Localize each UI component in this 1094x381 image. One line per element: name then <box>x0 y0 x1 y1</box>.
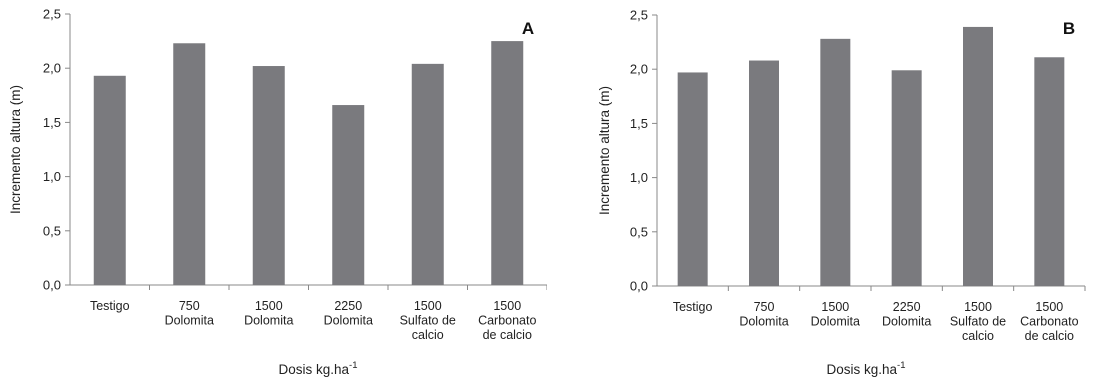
x-axis-title-superscript: -1 <box>349 360 357 371</box>
bar <box>411 63 444 285</box>
y-axis-title: Incremento altura (m) <box>597 86 612 215</box>
category-label: 750 Dolomita <box>165 299 214 328</box>
bar <box>491 41 524 285</box>
category-label: 750 Dolomita <box>739 300 788 329</box>
bar <box>891 70 922 286</box>
category-label-line: 1500 <box>1035 300 1063 314</box>
y-axis-title: Incremento altura (m) <box>8 85 23 214</box>
category-label-line: Testigo <box>90 299 130 313</box>
y-tick-label: 1,5 <box>630 116 648 131</box>
category-label: 2250 Dolomita <box>324 299 373 328</box>
y-tick-label: 0,0 <box>630 279 648 294</box>
category-label-line: calcio <box>962 329 994 343</box>
chart-panel-b: 0,0 0,5 1,0 1,5 2,0 2,5 Testigo 750 Dolomita 1500… <box>547 0 1094 381</box>
category-label: 1500 Dolomita <box>244 299 293 328</box>
y-tick-label: 0,0 <box>43 278 61 293</box>
category-label-line: calcio <box>412 328 444 342</box>
category-label: 1500 Carbonato de calcio <box>478 299 536 342</box>
bar <box>677 72 708 287</box>
y-tick-label: 0,5 <box>43 223 61 238</box>
category-label-line: 2250 <box>893 300 921 314</box>
category-label-line: 1500 <box>414 299 442 313</box>
category-label-line: Dolomita <box>811 315 860 329</box>
category-label: 1500 Sulfato de calcio <box>950 300 1006 343</box>
category-label-line: Dolomita <box>739 315 788 329</box>
y-tick-label: 1,0 <box>43 169 61 184</box>
category-label-line: Dolomita <box>244 314 293 328</box>
y-tick-label: 0,5 <box>630 224 648 239</box>
category-label-line: Carbonato <box>1020 315 1078 329</box>
category-label-line: Dolomita <box>324 314 373 328</box>
category-label-line: 1500 <box>964 300 992 314</box>
category-label-line: 1500 <box>493 299 521 313</box>
category-label: 1500 Carbonato de calcio <box>1020 300 1078 343</box>
category-label: 1500 Sulfato de calcio <box>400 299 456 342</box>
chart-panel-a: 0,0 0,5 1,0 1,5 2,0 2,5 Testigo 750 Dolomita 1500… <box>8 7 547 377</box>
category-label-line: Sulfato de <box>950 315 1006 329</box>
category-label-line: 2250 <box>334 299 362 313</box>
bar <box>93 75 126 286</box>
bar <box>963 26 993 286</box>
category-label-line: Dolomita <box>882 315 931 329</box>
x-axis-title-main: Dosis kg.ha <box>827 362 898 377</box>
panel-label: A <box>522 19 534 38</box>
x-axis-title-superscript: -1 <box>897 360 905 371</box>
bar <box>749 60 779 286</box>
bar <box>332 105 365 285</box>
y-tick-label: 2,0 <box>43 61 61 76</box>
x-axis-title: Dosis kg.ha-1 <box>279 360 358 377</box>
x-axis-title: Dosis kg.ha-1 <box>827 360 906 377</box>
category-label: 1500 Dolomita <box>811 300 860 329</box>
y-tick-label: 1,0 <box>630 170 648 185</box>
category-label-line: 1500 <box>255 299 283 313</box>
y-tick-label: 1,5 <box>43 115 61 130</box>
category-label-line: 750 <box>754 300 775 314</box>
category-label-line: de calcio <box>483 328 532 342</box>
category-label-line: Testigo <box>673 300 713 314</box>
category-label: Testigo <box>673 300 713 314</box>
category-label: Testigo <box>90 299 130 313</box>
y-tick-label: 2,5 <box>630 8 648 23</box>
bar <box>820 38 851 287</box>
category-label-line: Carbonato <box>478 314 536 328</box>
panel-label: B <box>1063 19 1075 38</box>
bar <box>173 43 206 285</box>
bar <box>1034 57 1065 286</box>
category-label-line: de calcio <box>1025 329 1074 343</box>
y-tick-label: 2,5 <box>43 7 61 22</box>
category-label-line: Sulfato de <box>400 314 456 328</box>
y-tick-label: 2,0 <box>630 62 648 77</box>
x-axis-title-main: Dosis kg.ha <box>279 362 350 377</box>
category-label: 2250 Dolomita <box>882 300 931 329</box>
bar <box>252 66 285 285</box>
category-label-line: 1500 <box>821 300 849 314</box>
category-label-line: Dolomita <box>165 314 214 328</box>
category-label-line: 750 <box>179 299 200 313</box>
